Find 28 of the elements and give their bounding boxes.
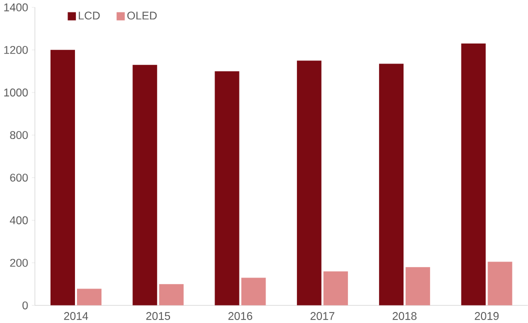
x-tick-label: 2019 [474, 312, 499, 320]
y-tick-label: 0 [22, 301, 28, 310]
x-tick-label: 2018 [392, 312, 417, 320]
legend-label: OLED [127, 11, 157, 20]
x-tick-label: 2014 [64, 312, 88, 320]
bar [379, 64, 404, 306]
x-tick-label: 2015 [146, 312, 170, 320]
bar [159, 284, 184, 306]
bar [132, 64, 158, 306]
bar [241, 278, 266, 306]
y-tick-label: 800 [10, 130, 28, 139]
bar [488, 262, 512, 306]
bar [77, 288, 102, 306]
bar [50, 50, 75, 306]
x-tick-label: 2016 [228, 312, 252, 320]
x-tick-label: 2017 [310, 312, 334, 320]
y-tick-label: 1000 [4, 88, 28, 96]
y-tick-label: 1400 [4, 3, 28, 12]
bar [323, 271, 348, 306]
y-tick-label: 1200 [4, 46, 28, 54]
y-tick-label: 600 [10, 174, 28, 182]
y-tick-label: 200 [10, 258, 28, 267]
legend-label: LCD [78, 11, 100, 20]
bar [296, 60, 322, 306]
bar [214, 71, 240, 306]
bar [406, 266, 430, 306]
bar [461, 43, 486, 306]
y-tick-label: 400 [10, 216, 28, 224]
